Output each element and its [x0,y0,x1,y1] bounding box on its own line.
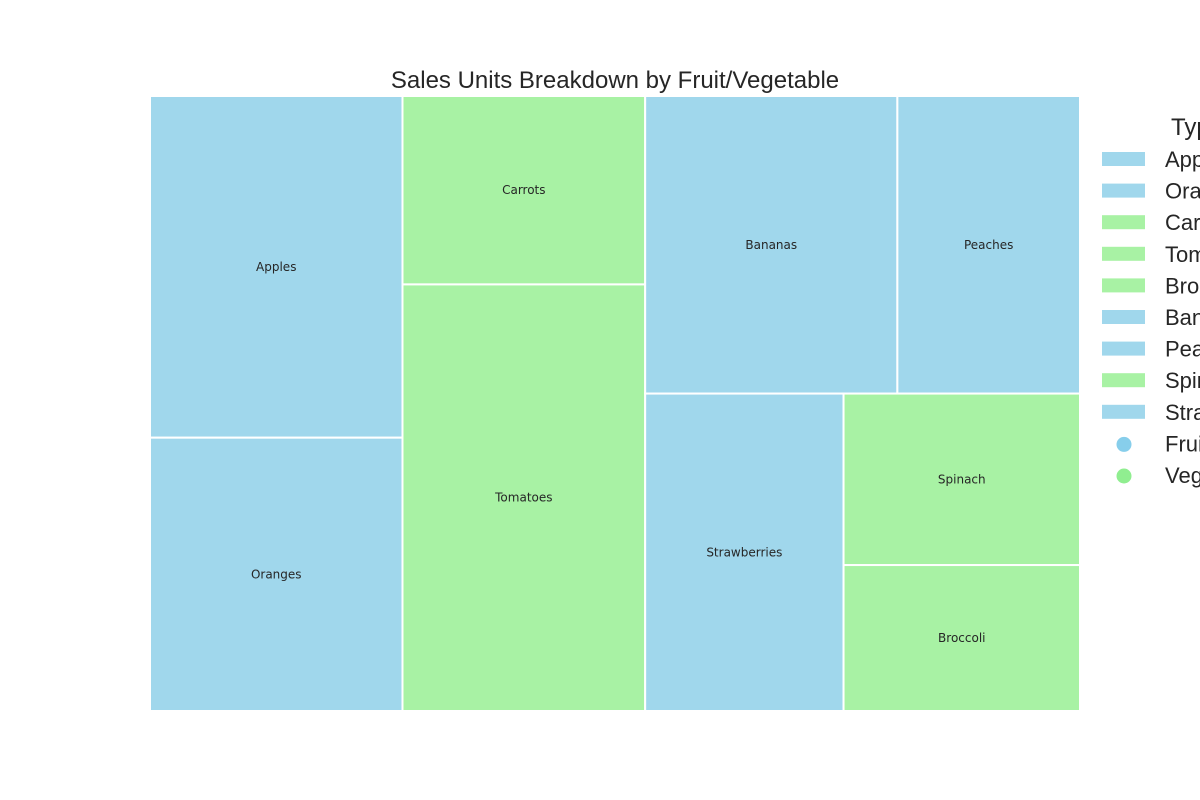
tile-label-peaches: Peaches [964,238,1013,252]
legend-label-vegetable: Vegetable [1165,463,1200,488]
tile-label-broccoli: Broccoli [938,631,985,645]
legend-swatch-bananas [1102,310,1145,324]
tile-label-bananas: Bananas [745,238,797,252]
legend-marker-vegetable [1116,468,1132,484]
treemap-tiles: Apples Oranges Carrots Tomatoes Bananas Peach… [149,95,1081,712]
legend-swatch-spinach [1102,373,1145,388]
legend-label-apples: Apples [1165,147,1200,172]
legend-label-strawberries: Strawberries [1165,400,1200,425]
legend-label-peaches: Peaches [1165,337,1200,362]
legend-marker-fruit [1116,436,1132,452]
legend: Type Apples Oranges Carrots Tomatoes Broccol… [1102,114,1200,488]
tile-carrots [401,95,647,286]
legend-title: Type [1171,114,1200,141]
tile-label-apples: Apples [256,260,296,274]
legend-label-fruit: Fruit [1165,431,1200,456]
legend-label-broccoli: Broccoli [1165,273,1200,298]
chart-title: Sales Units Breakdown by Fruit/Vegetable [391,67,839,94]
legend-swatch-broccoli [1102,278,1145,293]
tile-strawberries [644,392,845,712]
legend-label-spinach: Spinach [1165,368,1200,393]
legend-swatch-carrots [1102,215,1145,230]
tile-oranges [149,436,404,712]
tile-label-tomatoes: Tomatoes [494,491,552,505]
legend-swatch-apples [1102,152,1145,166]
legend-label-bananas: Bananas [1165,305,1200,330]
legend-label-tomatoes: Tomatoes [1165,242,1200,267]
tile-label-oranges: Oranges [251,567,302,581]
legend-swatch-peaches [1102,341,1145,356]
tile-broccoli [842,564,1081,712]
legend-swatch-strawberries [1102,404,1145,419]
tile-label-carrots: Carrots [502,183,545,197]
tile-label-strawberries: Strawberries [706,545,782,559]
tile-apples [149,95,404,439]
tile-spinach [842,392,1081,567]
tile-peaches [896,95,1081,395]
tile-tomatoes [401,283,647,712]
legend-swatch-tomatoes [1102,246,1145,261]
tile-bananas [644,95,899,395]
tile-label-spinach: Spinach [938,472,986,486]
legend-label-oranges: Oranges [1165,179,1200,204]
legend-swatch-oranges [1102,183,1145,198]
legend-label-carrots: Carrots [1165,210,1200,235]
legend-items: Apples Oranges Carrots Tomatoes Broccoli Bana… [1102,147,1200,488]
